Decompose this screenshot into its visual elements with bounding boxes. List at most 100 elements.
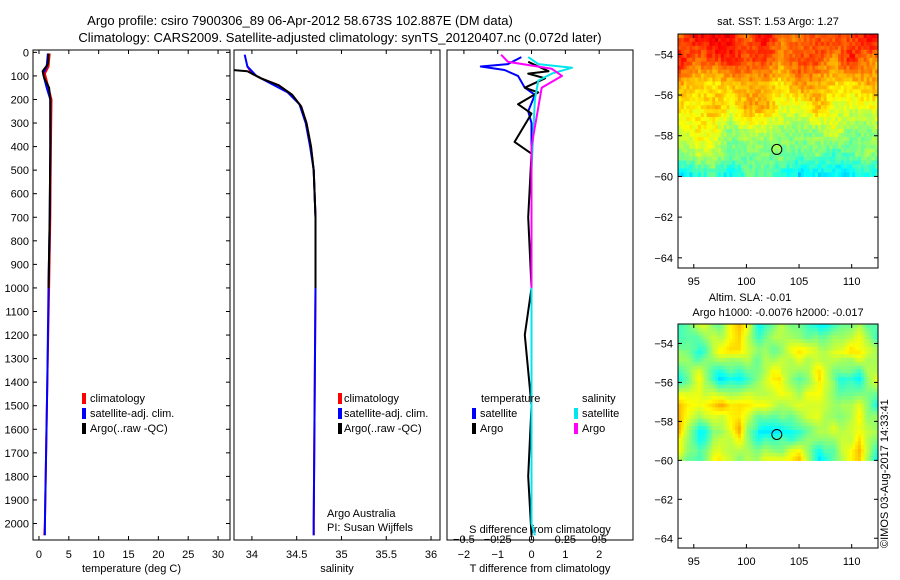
field-cell [860, 365, 865, 371]
field-cell [755, 399, 759, 405]
field-cell [838, 45, 842, 51]
field-cell [760, 346, 765, 352]
field-cell [869, 61, 873, 67]
field-cell [758, 354, 762, 359]
field-cell [689, 53, 693, 59]
field-cell [720, 57, 725, 63]
title-line-1: Argo profile: csiro 7900306_89 06-Apr-20… [87, 13, 513, 28]
field-cell [680, 45, 685, 51]
field-cell [700, 148, 705, 154]
field-cell [766, 395, 771, 401]
field-cell [712, 121, 716, 126]
field-cell [783, 354, 788, 359]
field-cell [875, 81, 879, 87]
field-cell [872, 426, 876, 431]
field-cell [766, 41, 771, 47]
field-cell [849, 49, 853, 55]
field-cell [726, 350, 731, 355]
field-cell [780, 152, 785, 158]
field-cell [692, 160, 696, 166]
field-cell [740, 339, 745, 344]
field-cell [869, 172, 873, 178]
field-cell [798, 41, 802, 47]
field-cell [775, 156, 779, 162]
field-cell [852, 144, 856, 150]
field-cell [769, 41, 773, 47]
field-cell [683, 53, 688, 59]
field-cell [855, 113, 859, 118]
field-cell [829, 365, 833, 371]
field-cell [735, 45, 739, 51]
field-cell [823, 156, 828, 162]
field-cell [775, 125, 779, 130]
field-cell [678, 117, 682, 122]
field-cell [858, 407, 862, 412]
field-cell [798, 45, 802, 51]
field-cell [683, 57, 688, 63]
field-cell [843, 61, 848, 67]
field-cell [840, 144, 845, 150]
field-cell [775, 140, 779, 146]
field-cell [740, 369, 745, 374]
field-cell [723, 369, 728, 374]
field-cell [746, 335, 751, 340]
field-cell [835, 89, 839, 94]
legend-swatch [472, 408, 476, 419]
field-cell [829, 384, 833, 389]
field-cell [775, 430, 779, 435]
field-cell [752, 109, 756, 114]
field-cell [743, 164, 748, 170]
field-cell [780, 358, 785, 363]
field-cell [740, 441, 745, 446]
field-cell [772, 117, 776, 122]
field-cell [763, 160, 768, 166]
field-cell [849, 53, 853, 59]
field-cell [832, 380, 836, 386]
field-cell [855, 73, 859, 79]
field-cell [789, 418, 793, 424]
field-cell [720, 85, 725, 90]
field-cell [823, 37, 828, 43]
field-cell [783, 101, 788, 106]
field-cell [846, 411, 851, 416]
field-cell [703, 365, 708, 371]
field-cell [683, 342, 688, 348]
field-cell [740, 407, 745, 412]
field-cell [698, 324, 702, 329]
field-cell [800, 93, 805, 98]
field-cell [863, 49, 868, 55]
field-cell [806, 388, 811, 393]
field-cell [855, 327, 859, 333]
field-cell [789, 77, 793, 83]
field-cell [712, 388, 716, 393]
field-cell [712, 327, 716, 333]
field-cell [798, 373, 802, 378]
field-cell [798, 172, 802, 178]
field-cell [823, 41, 828, 47]
field-cell [860, 65, 865, 71]
field-cell [849, 411, 853, 416]
field-cell [769, 433, 773, 439]
field-cell [703, 354, 708, 359]
field-cell [709, 152, 713, 158]
field-cell [698, 346, 702, 352]
field-cell [735, 350, 739, 355]
field-cell [686, 395, 691, 401]
field-cell [792, 105, 796, 110]
field-cell [718, 335, 722, 340]
field-cell [726, 164, 731, 170]
field-cell [858, 384, 862, 389]
field-cell [823, 81, 828, 87]
field-cell [812, 369, 816, 374]
field-cell [683, 61, 688, 67]
field-cell [695, 392, 699, 397]
field-cell [826, 121, 831, 126]
field-cell [740, 49, 745, 55]
field-cell [683, 395, 688, 401]
field-cell [803, 392, 808, 397]
field-cell [729, 45, 733, 51]
field-cell [815, 403, 819, 408]
field-cell [706, 172, 711, 178]
field-cell [852, 392, 856, 397]
field-cell [783, 125, 788, 130]
